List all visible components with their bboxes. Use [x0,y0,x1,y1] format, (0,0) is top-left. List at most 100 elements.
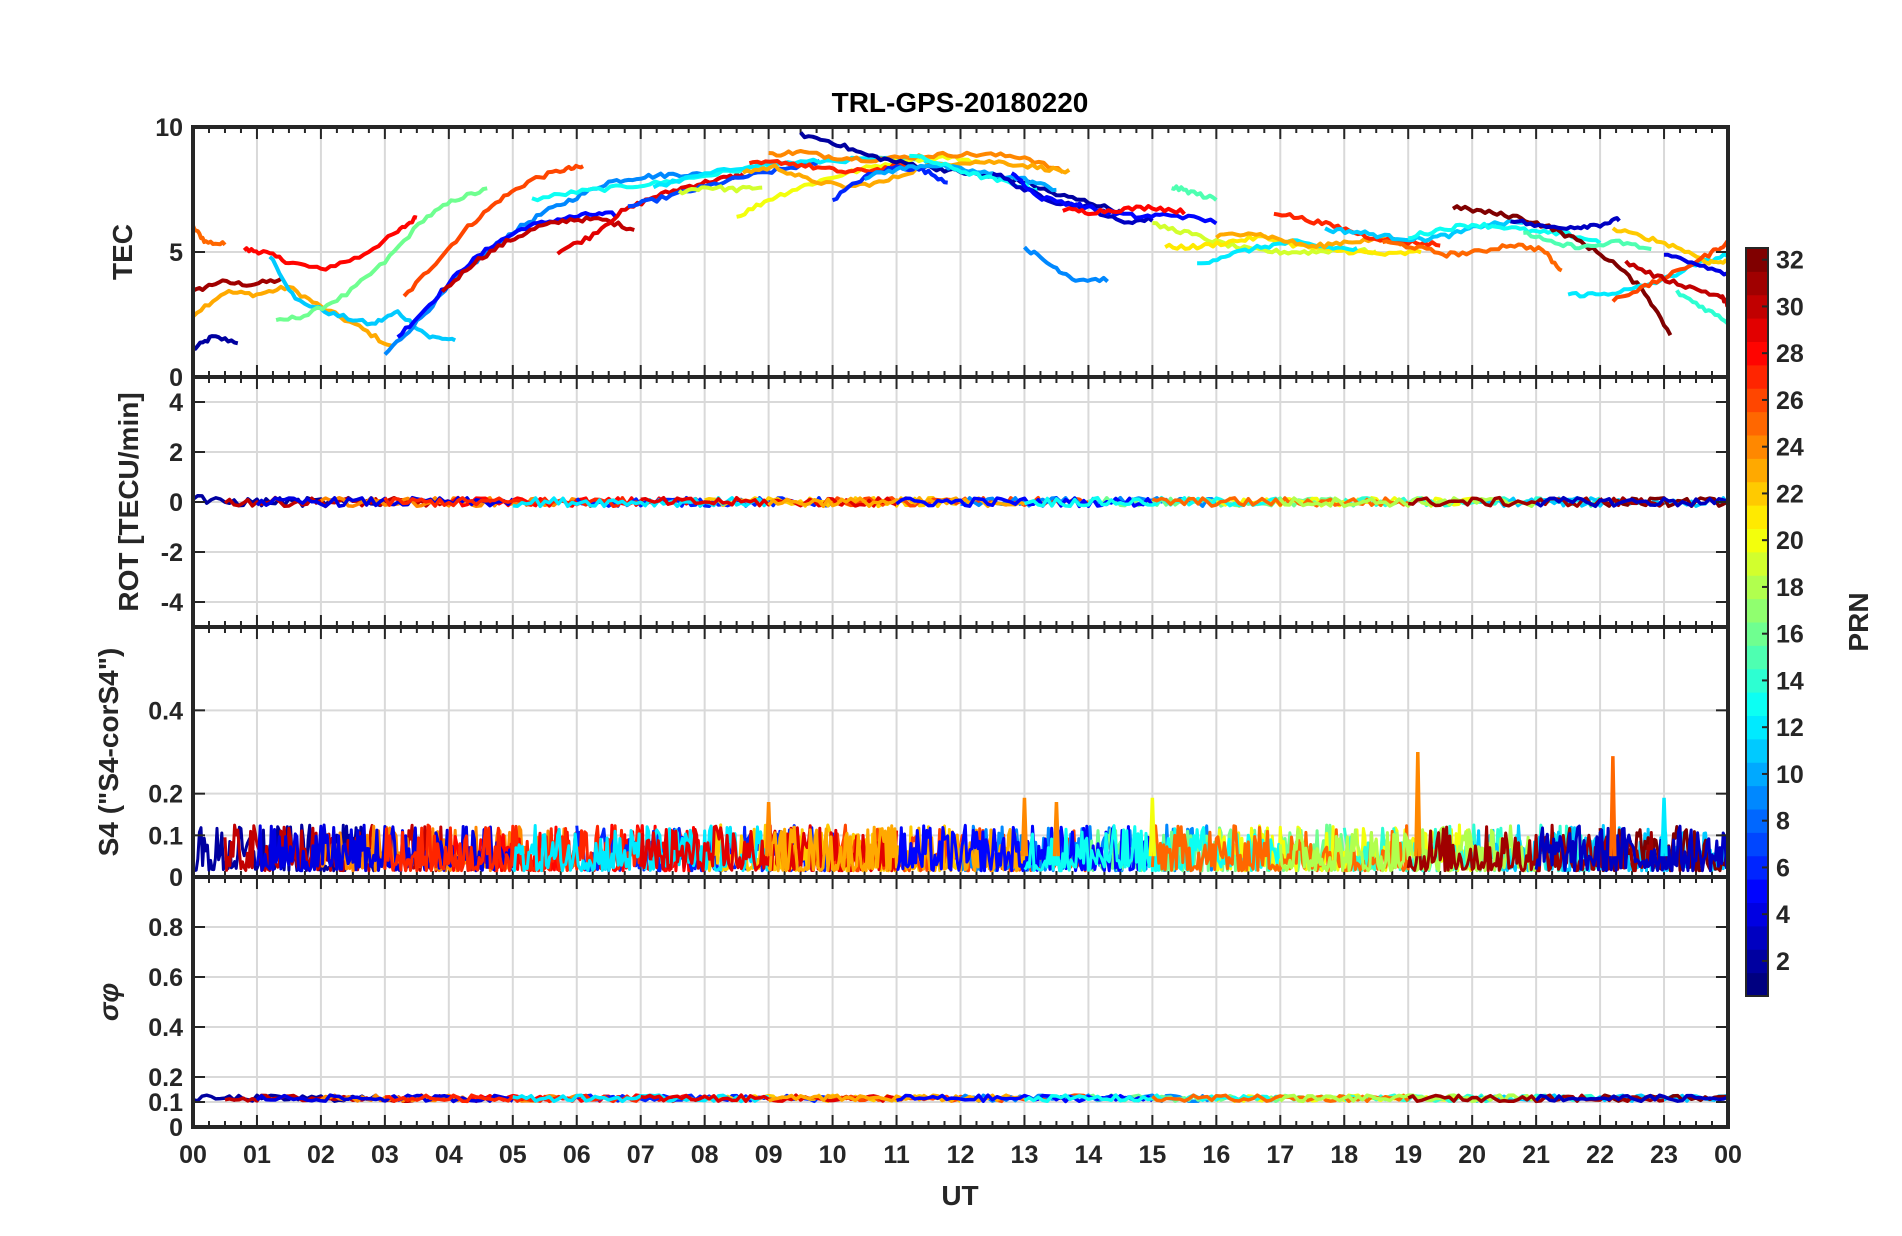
panel-rot: -4 -2 0 2 4 ROT [TECU/min] [113,375,1730,629]
colorbar-swatch [1746,832,1768,857]
colorbar-tick-label: 8 [1776,808,1790,836]
x-tick-label: 10 [819,1141,847,1169]
x-tick-label: 21 [1522,1141,1550,1169]
y-tick-label: 0.6 [148,964,183,992]
colorbar-swatch [1746,575,1768,600]
colorbar-tick-label: 6 [1776,854,1790,882]
tec-series-line [1611,239,1730,303]
colorbar-swatch [1746,271,1768,296]
colorbar-tick-label: 10 [1776,761,1804,789]
tec-y-ticks: 0 5 10 [155,114,1728,392]
tec-series-line [1062,204,1186,217]
tec-series-line [440,215,635,293]
x-tick-label: 23 [1650,1141,1678,1169]
x-axis-label: UT [941,1180,978,1211]
tec-series-line [556,172,745,256]
s4-series-line [383,823,643,873]
colorbar-tick-label: 24 [1776,434,1804,462]
tec-series-line [864,163,1057,193]
x-tick-label: 19 [1394,1141,1422,1169]
s4-series-line [895,823,1154,873]
colorbar-swatch [1746,364,1768,389]
s4-spike [1148,797,1157,857]
y-tick-label: 0.4 [148,1014,183,1042]
s4-spike [1609,756,1617,857]
colorbar-tick-label: 18 [1776,574,1804,602]
y-tick-label: 0.2 [148,1064,183,1092]
tec-series-line [1664,252,1729,277]
y-tick-label: 4 [169,389,183,417]
tec-series-line [768,149,1065,174]
tec-series-line [242,215,418,272]
y-tick-label: 0 [169,864,183,892]
s4-series-line [639,824,898,873]
panel-sigma-phi: 00.10.2 0.4 0.6 0.8 σφ [93,875,1730,1142]
colorbar-tick-label: 28 [1776,340,1804,368]
x-tick-label: 12 [947,1141,975,1169]
tec-series-line [191,224,227,247]
x-tick-label: 06 [563,1141,591,1169]
s4-y-label: S4 ("S4-corS4") [93,648,124,857]
s4-y-ticks: 0 0.1 0.2 0.4 [148,697,1728,892]
colorbar-scale [1746,248,1768,997]
rot-series-line [1024,495,1282,508]
tec-series-line [1624,259,1730,308]
colorbar-swatch [1746,341,1768,366]
colorbar-frame [1745,247,1769,997]
colorbar-swatch [1746,715,1768,740]
colorbar-tick-label: 26 [1776,387,1804,415]
tec-series-line [677,184,763,196]
tec-series-line [193,334,239,351]
sigma-series [192,1093,1729,1104]
tec-series-line [1382,239,1563,273]
x-tick-label: 04 [435,1141,463,1169]
sigma-y-ticks: 00.10.2 0.4 0.6 0.8 [148,914,1728,1142]
colorbar-swatch [1746,972,1768,997]
y-tick-label: 0.8 [148,914,183,942]
s4-series-line [1150,824,1410,873]
y-tick-label: 0 [169,364,183,392]
x-tick-label: 01 [243,1141,271,1169]
x-tick-label: 09 [755,1141,783,1169]
rot-y-ticks: -4 -2 0 2 4 [161,389,1728,617]
tec-series-line [402,163,584,298]
s4-spike [1414,751,1422,857]
colorbar-swatch [1746,949,1768,974]
y-tick-label: -2 [161,539,183,567]
tec-series-line [1407,221,1602,245]
x-tick-label: 02 [307,1141,335,1169]
colorbar-swatch [1746,809,1768,833]
tec-series-line [1197,238,1358,266]
y-tick-label: 0 [169,489,183,517]
rot-y-label: ROT [TECU/min] [113,392,144,611]
y-tick-label: 2 [169,439,183,467]
y-tick-label: 0 [169,1114,183,1142]
s4-spike [1660,797,1668,857]
colorbar-swatch [1746,411,1768,436]
x-tick-label: 11 [883,1141,910,1169]
colorbar-tick-label: 20 [1776,527,1804,555]
sigma-axes-box [191,875,1730,1129]
colorbar-swatch [1746,738,1768,763]
sig-series-line [255,1093,514,1104]
colorbar-tick-label: 4 [1776,901,1790,929]
x-tick-label: 03 [371,1141,399,1169]
s4-series-line [1470,824,1730,873]
x-tick-label: 00 [1714,1141,1742,1169]
x-tick-labels: 00 01 02 03 04 05 06 07 08 09 10 11 12 13 14 15 16 17 18 19… [179,1141,1742,1169]
x-tick-label: 17 [1266,1141,1294,1169]
tec-series-line [741,158,1071,191]
y-tick-label: 0.1 [148,1089,183,1117]
y-tick-label: 10 [155,114,183,142]
x-tick-label: 13 [1011,1141,1039,1169]
colorbar-swatch [1746,902,1768,927]
colorbar-swatch [1746,294,1768,319]
colorbar-tick-label: 2 [1776,948,1790,976]
sig-series-line [1151,1093,1410,1103]
colorbar-swatch [1746,318,1768,342]
colorbar-swatch [1746,458,1768,483]
x-tick-label: 15 [1138,1141,1166,1169]
